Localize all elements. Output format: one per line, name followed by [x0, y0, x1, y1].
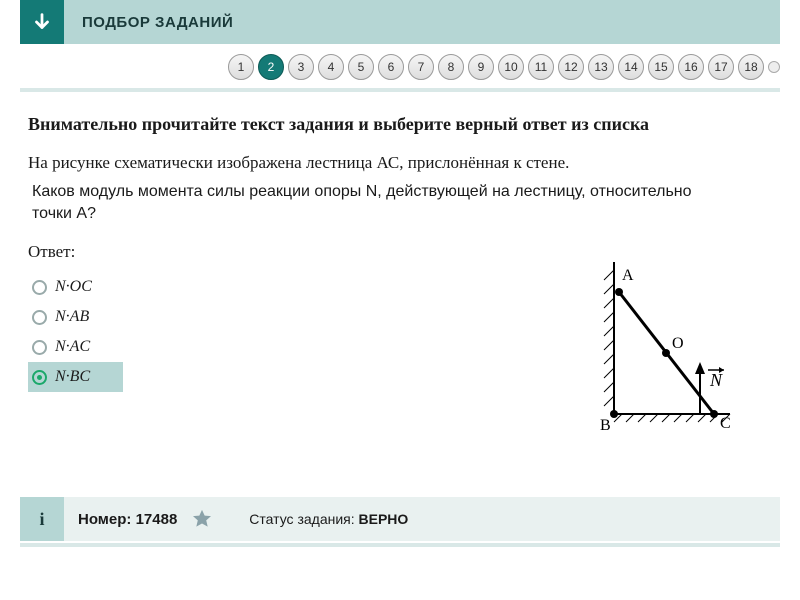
nav-question-17[interactable]: 17 — [708, 54, 734, 80]
nav-question-6[interactable]: 6 — [378, 54, 404, 80]
nav-question-8[interactable]: 8 — [438, 54, 464, 80]
radio-icon — [32, 370, 47, 385]
answer-option-0[interactable]: N·OC — [28, 272, 572, 302]
nav-question-14[interactable]: 14 — [618, 54, 644, 80]
content: Внимательно прочитайте текст задания и в… — [0, 92, 800, 457]
arrow-down-icon — [31, 11, 53, 33]
task-number-label: Номер: 17488 — [78, 511, 177, 528]
nav-question-4[interactable]: 4 — [318, 54, 344, 80]
nav-question-10[interactable]: 10 — [498, 54, 524, 80]
instruction-text: Внимательно прочитайте текст задания и в… — [28, 114, 772, 135]
option-label: N·OC — [55, 278, 92, 296]
answer-option-1[interactable]: N·AB — [28, 302, 572, 332]
svg-text:O: O — [672, 335, 684, 352]
nav-question-2[interactable]: 2 — [258, 54, 284, 80]
context-paragraph: На рисунке схематически изображена лестн… — [28, 153, 772, 173]
radio-icon — [32, 280, 47, 295]
header-bar: ПОДБОР ЗАДАНИЙ — [20, 0, 780, 44]
footer-bar: i Номер: 17488 Статус задания: ВЕРНО — [20, 497, 780, 541]
svg-text:B: B — [600, 417, 611, 434]
options-list: N·OC N·AB N·AC N·BC — [28, 272, 572, 392]
nav-question-15[interactable]: 15 — [648, 54, 674, 80]
answer-label: Ответ: — [28, 242, 572, 262]
header-title: ПОДБОР ЗАДАНИЙ — [64, 0, 780, 44]
nav-question-13[interactable]: 13 — [588, 54, 614, 80]
question-text: Каков модуль момента силы реакции опоры … — [32, 181, 732, 224]
status-label: Статус задания: ВЕРНО — [249, 511, 408, 527]
nav-question-18[interactable]: 18 — [738, 54, 764, 80]
answer-option-2[interactable]: N·AC — [28, 332, 572, 362]
option-label: N·AC — [55, 338, 90, 356]
question-nav: 123456789101112131415161718 — [0, 44, 800, 86]
answer-option-3[interactable]: N·BC — [28, 362, 123, 392]
nav-question-9[interactable]: 9 — [468, 54, 494, 80]
radio-icon — [32, 340, 47, 355]
svg-text:N: N — [709, 370, 723, 390]
nav-question-3[interactable]: 3 — [288, 54, 314, 80]
nav-more-icon[interactable] — [768, 61, 780, 73]
ladder-diagram-icon: A B C O N — [572, 252, 742, 442]
nav-question-5[interactable]: 5 — [348, 54, 374, 80]
nav-question-1[interactable]: 1 — [228, 54, 254, 80]
svg-text:A: A — [622, 267, 634, 284]
footer-divider — [20, 543, 780, 547]
nav-question-7[interactable]: 7 — [408, 54, 434, 80]
svg-text:C: C — [720, 415, 731, 432]
collapse-arrow-button[interactable] — [20, 0, 64, 44]
radio-icon — [32, 310, 47, 325]
nav-question-11[interactable]: 11 — [528, 54, 554, 80]
nav-question-12[interactable]: 12 — [558, 54, 584, 80]
star-icon[interactable] — [191, 508, 213, 530]
nav-question-16[interactable]: 16 — [678, 54, 704, 80]
option-label: N·BC — [55, 368, 90, 386]
diagram: A B C O N — [572, 242, 772, 447]
info-button[interactable]: i — [20, 497, 64, 541]
option-label: N·AB — [55, 308, 89, 326]
